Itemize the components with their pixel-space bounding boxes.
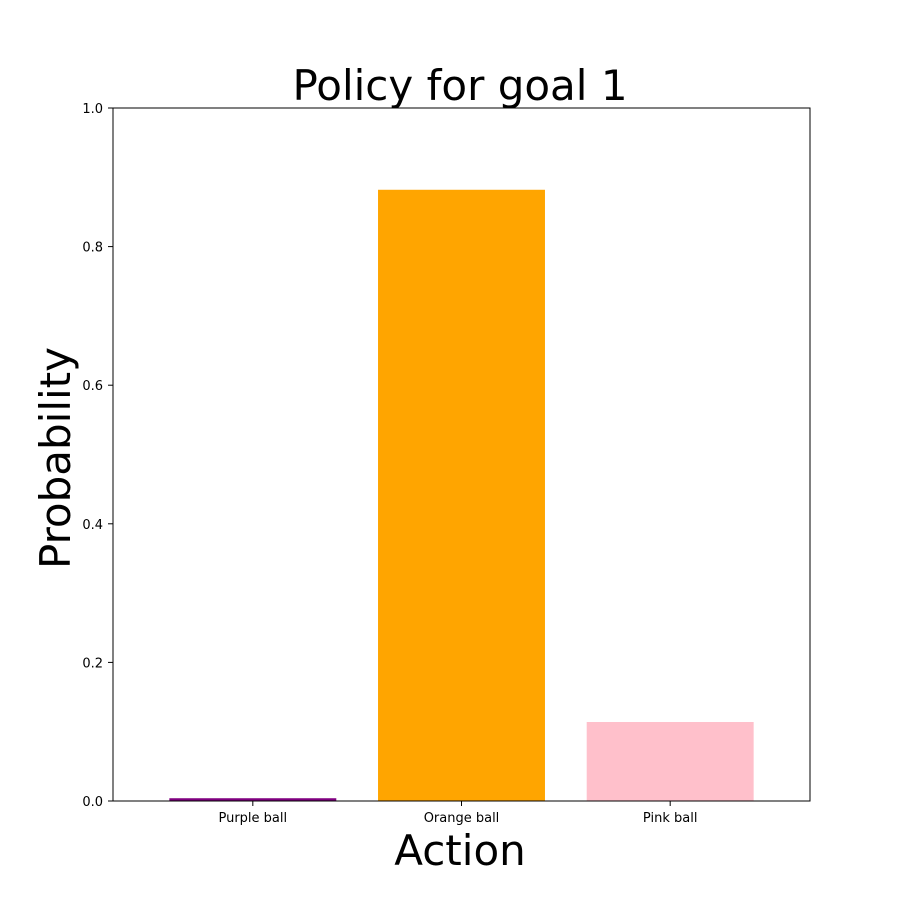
y-tick-label: 0.8 (82, 241, 103, 256)
x-tick-label: Pink ball (643, 811, 698, 826)
plot-frame (112, 107, 811, 802)
y-tick-label: 0.0 (82, 795, 103, 810)
bars-group (169, 189, 754, 802)
y-tick-label: 0.6 (82, 379, 103, 394)
x-axis-title: Action (394, 826, 526, 875)
y-axis: 0.0 0.2 0.4 0.6 0.8 1.0 (82, 102, 113, 810)
bar-pink-ball (586, 721, 754, 801)
x-tick-label: Purple ball (218, 811, 287, 826)
bar-purple-ball (169, 798, 337, 801)
y-tick-label: 0.4 (82, 518, 103, 533)
y-tick-label: 0.2 (82, 656, 103, 671)
chart-title: Policy for goal 1 (292, 61, 627, 110)
bar-orange-ball (378, 189, 545, 802)
y-axis-title: Probability (31, 347, 80, 569)
x-axis: Purple ball Orange ball Pink ball (218, 801, 697, 826)
y-tick-label: 1.0 (82, 102, 103, 117)
x-tick-label: Orange ball (424, 811, 500, 826)
